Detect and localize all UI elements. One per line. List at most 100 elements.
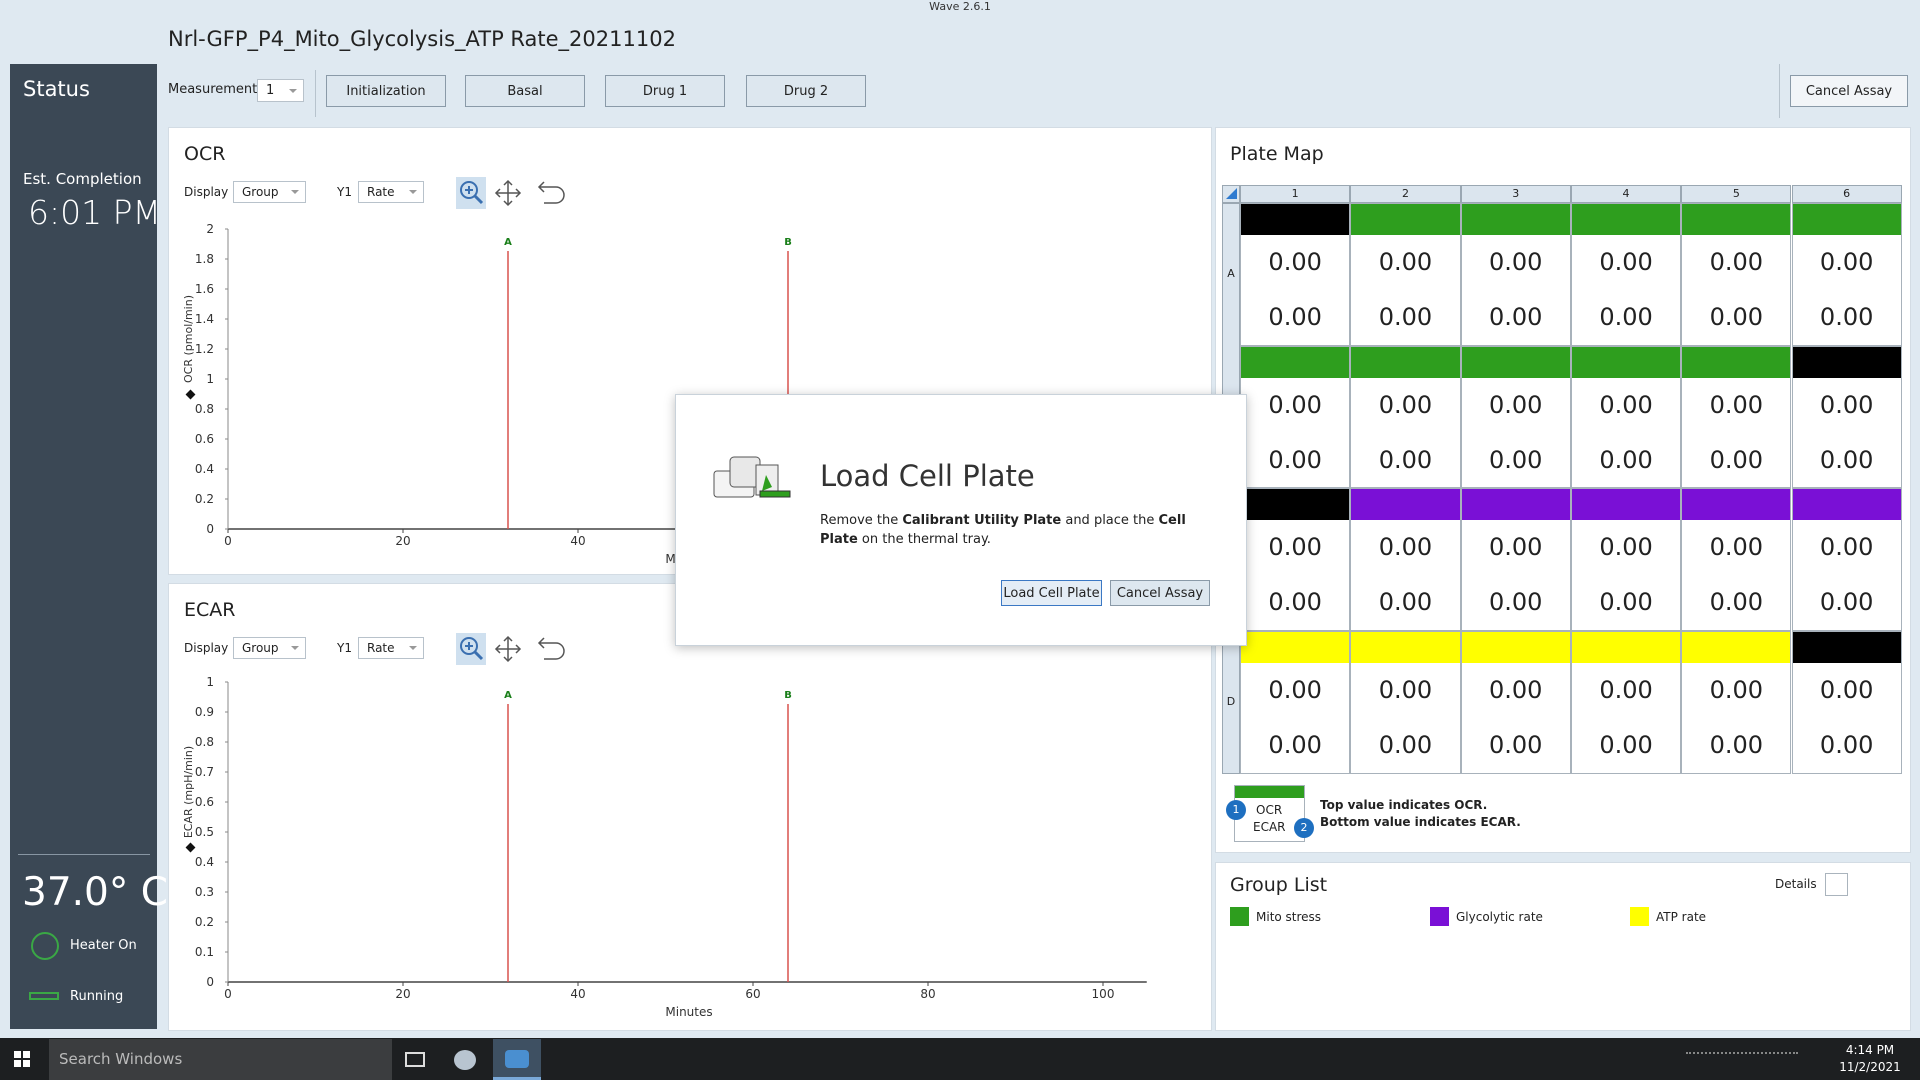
well[interactable]: 0.00 0.00: [1570, 631, 1682, 774]
well-ocr: 0.00: [1599, 248, 1653, 276]
well-ocr: 0.00: [1268, 676, 1322, 705]
well[interactable]: 0.00 0.00: [1791, 345, 1902, 489]
tool-icons[interactable]: [456, 633, 566, 665]
well-group-color: [1792, 632, 1901, 664]
row-label: D: [1226, 695, 1236, 709]
well-ocr: 0.00: [1268, 390, 1322, 419]
start-button[interactable]: [14, 1051, 30, 1067]
legend-badge: 2: [1294, 818, 1314, 838]
load-cell-plate-button[interactable]: Load Cell Plate: [1001, 580, 1102, 606]
cancel-assay-button[interactable]: Cancel Assay: [1110, 580, 1210, 606]
message-bold: Cell Plate: [820, 513, 1186, 547]
well[interactable]: 0.00 0.00: [1350, 203, 1461, 346]
well-ecar: 0.00: [1599, 303, 1653, 331]
well[interactable]: 0.00 0.00: [1460, 488, 1571, 632]
well-group-color: [1571, 346, 1681, 378]
well[interactable]: 0.00 0.00: [1240, 345, 1351, 489]
group-name: ATP rate: [1656, 910, 1707, 924]
well-ocr: 0.00: [1599, 390, 1653, 419]
well-ecar: 0.00: [1489, 731, 1543, 760]
clock-date: 11/2/2021: [1839, 1060, 1901, 1074]
well[interactable]: 0.00 0.00: [1240, 488, 1351, 632]
load-cell-plate-dialog: Load Cell Plate Remove the Calibrant Uti…: [675, 394, 1247, 646]
well[interactable]: 0.00 0.00: [1240, 631, 1351, 774]
well-group-color: [1682, 632, 1791, 664]
well-ecar: 0.00: [1599, 588, 1653, 617]
well[interactable]: 0.00 0.00: [1570, 203, 1682, 346]
well[interactable]: 0.00 0.00: [1791, 488, 1902, 632]
well[interactable]: 0.00 0.00: [1791, 203, 1902, 346]
well-ecar: 0.00: [1489, 303, 1543, 331]
search-box[interactable]: Search Windows: [49, 1039, 392, 1080]
display-dropdown[interactable]: Group: [233, 181, 306, 203]
assay-title: Nrl-GFP_P4_Mito_Glycolysis_ATP Rate_2021…: [168, 27, 676, 51]
well[interactable]: 0.00 0.00: [1681, 488, 1792, 632]
chart-title: ECAR: [184, 599, 236, 621]
y1-label: Y1: [337, 185, 352, 199]
well-ocr: 0.00: [1489, 676, 1543, 705]
chart-tools: [456, 633, 566, 665]
step-button[interactable]: Drug 1: [605, 75, 725, 107]
well-ocr: 0.00: [1709, 533, 1764, 562]
chart-panel: [168, 583, 1212, 1031]
well-ecar: 0.00: [1819, 445, 1874, 474]
well-ocr: 0.00: [1268, 248, 1322, 276]
chart-title: OCR: [184, 143, 226, 165]
y1-dropdown[interactable]: Rate: [358, 637, 424, 659]
step-button[interactable]: Basal: [465, 75, 585, 107]
cancel-assay-button[interactable]: Cancel Assay: [1790, 75, 1908, 107]
well[interactable]: 0.00 0.00: [1460, 345, 1571, 489]
clock-time: 4:14 PM: [1845, 1043, 1895, 1057]
legend-badge: 1: [1226, 800, 1246, 820]
well-ecar: 0.00: [1709, 731, 1764, 760]
measurement-dropdown[interactable]: 1: [257, 79, 304, 102]
well-group-color: [1461, 632, 1570, 664]
well-ocr: 0.00: [1489, 533, 1543, 562]
well-group-color: [1682, 346, 1791, 378]
y1-dropdown[interactable]: Rate: [358, 181, 424, 203]
toolbar-separator: [1779, 64, 1780, 118]
status-title: Status: [23, 77, 90, 101]
column-header: 3: [1460, 185, 1571, 203]
well-ecar: 0.00: [1268, 303, 1322, 331]
step-button[interactable]: Initialization: [326, 75, 446, 107]
column-header: 4: [1570, 185, 1682, 203]
well-group-color: [1461, 346, 1570, 378]
well[interactable]: 0.00 0.00: [1681, 345, 1792, 489]
well[interactable]: 0.00 0.00: [1350, 631, 1461, 774]
group-name: Glycolytic rate: [1456, 910, 1543, 924]
well[interactable]: 0.00 0.00: [1570, 345, 1682, 489]
well-group-color: [1351, 204, 1460, 235]
corner-triangle: [1226, 188, 1237, 199]
well-ocr: 0.00: [1709, 676, 1764, 705]
group-list-title: Group List: [1230, 874, 1328, 896]
well[interactable]: 0.00 0.00: [1460, 203, 1571, 346]
well[interactable]: 0.00 0.00: [1460, 631, 1571, 774]
well[interactable]: 0.00 0.00: [1350, 345, 1461, 489]
tool-icons[interactable]: [456, 177, 566, 209]
well-ocr: 0.00: [1819, 676, 1874, 705]
group-swatch: [1630, 907, 1649, 926]
completion-label: Est. Completion: [23, 170, 142, 188]
step-button[interactable]: Drug 2: [746, 75, 866, 107]
well-ocr: 0.00: [1819, 533, 1874, 562]
well-ocr: 0.00: [1489, 390, 1543, 419]
running-icon: [29, 992, 59, 1000]
well[interactable]: 0.00 0.00: [1791, 631, 1902, 774]
well[interactable]: 0.00 0.00: [1570, 488, 1682, 632]
well-ecar: 0.00: [1268, 588, 1322, 617]
well[interactable]: 0.00 0.00: [1681, 631, 1792, 774]
details-checkbox[interactable]: [1825, 873, 1848, 896]
well[interactable]: 0.00 0.00: [1240, 203, 1351, 346]
well[interactable]: 0.00 0.00: [1681, 203, 1792, 346]
well-group-color: [1351, 346, 1460, 378]
completion-time: 6:01 PM: [28, 193, 161, 232]
well-group-color: [1792, 204, 1901, 235]
well-group-color: [1792, 346, 1901, 378]
well-group-color: [1682, 204, 1791, 235]
display-dropdown[interactable]: Group: [233, 637, 306, 659]
message-text: and place the: [1061, 513, 1159, 528]
row-label: A: [1227, 267, 1235, 281]
well[interactable]: 0.00 0.00: [1350, 488, 1461, 632]
well-group-color: [1461, 489, 1570, 521]
